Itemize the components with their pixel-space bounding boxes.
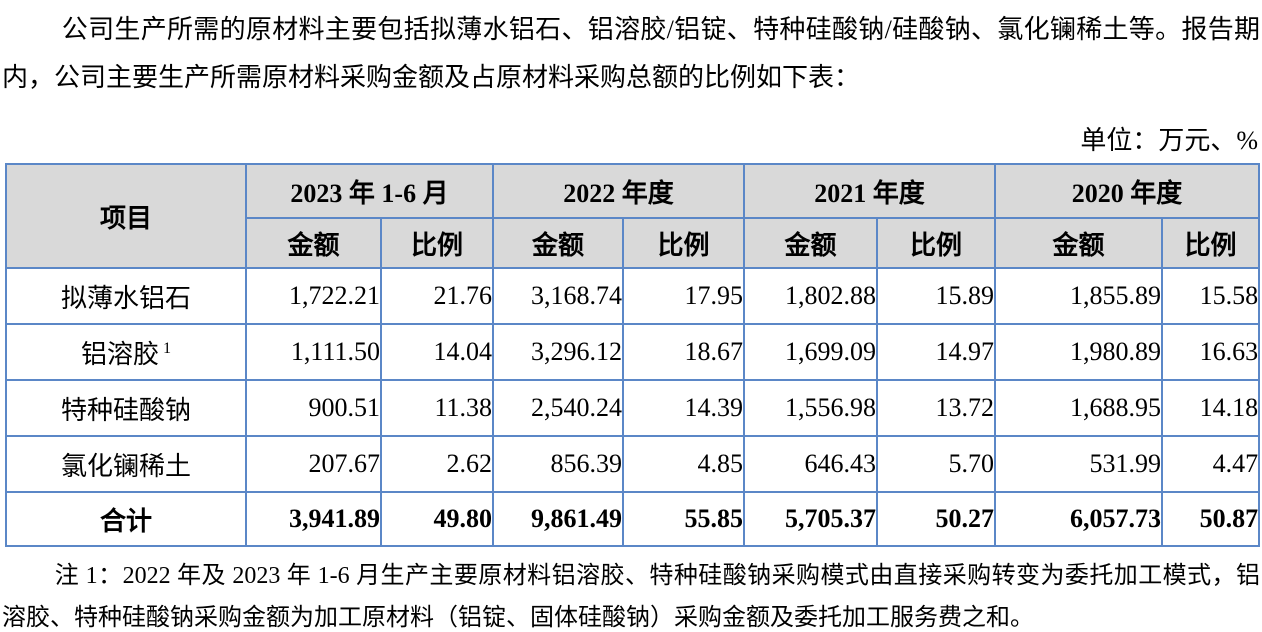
ratio-2020: 4.47 <box>1161 435 1261 493</box>
amount-2020: 1,980.89 <box>994 323 1164 381</box>
amount-2023h1: 207.67 <box>245 435 382 493</box>
amount-2022: 2,540.24 <box>492 379 625 437</box>
total-amount-2021: 5,705.37 <box>743 491 879 547</box>
ratio-2022: 4.85 <box>622 435 746 493</box>
header-period-2023h1: 2023 年 1-6 月 <box>244 163 495 219</box>
total-amount-2022: 9,861.49 <box>492 491 625 547</box>
header-period-2020: 2020 年度 <box>994 163 1261 219</box>
header-item: 项目 <box>5 163 247 269</box>
ratio-2023h1: 2.62 <box>379 435 495 493</box>
table-row-lanthanum-chloride: 氯化镧稀土 207.67 2.62 856.39 4.85 646.43 5.7… <box>5 435 1261 493</box>
unit-label: 单位：万元、% <box>1080 126 1258 155</box>
item-name: 特种硅酸钠 <box>5 379 247 437</box>
ratio-2022: 18.67 <box>622 323 746 381</box>
intro-paragraph: 公司生产所需的原材料主要包括拟薄水铝石、铝溶胶/铝锭、特种硅酸钠/硅酸钠、氯化镧… <box>2 15 1260 92</box>
ratio-2020: 15.58 <box>1161 267 1261 325</box>
total-ratio-2020: 50.87 <box>1161 491 1261 547</box>
header-period-2022: 2022 年度 <box>492 163 746 219</box>
amount-2021: 646.43 <box>743 435 879 493</box>
ratio-2020: 14.18 <box>1161 379 1261 437</box>
table-row-sodium-silicate: 特种硅酸钠 900.51 11.38 2,540.24 14.39 1,556.… <box>5 379 1261 437</box>
item-label: 拟薄水铝石 <box>60 283 191 313</box>
header-amount-2022: 金额 <box>492 217 625 269</box>
header-amount-2023h1: 金额 <box>245 217 382 269</box>
item-label: 铝溶胶 <box>80 339 159 369</box>
item-name: 氯化镧稀土 <box>5 435 247 493</box>
table-row-total: 合计 3,941.89 49.80 9,861.49 55.85 5,705.3… <box>5 491 1261 547</box>
total-amount-2023h1: 3,941.89 <box>245 491 382 547</box>
ratio-2021: 15.89 <box>876 267 997 325</box>
header-ratio-2020: 比例 <box>1161 217 1261 269</box>
header-amount-2021: 金额 <box>743 217 879 269</box>
table-row-pseudoboehmite: 拟薄水铝石 1,722.21 21.76 3,168.74 17.95 1,80… <box>5 267 1261 325</box>
total-ratio-2023h1: 49.80 <box>379 491 495 547</box>
total-label: 合计 <box>5 491 247 547</box>
ratio-2023h1: 21.76 <box>379 267 495 325</box>
header-measure-row: 金额 比例 金额 比例 金额 比例 金额 比例 <box>6 217 1261 269</box>
total-amount-2020: 6,057.73 <box>994 491 1164 547</box>
amount-2022: 856.39 <box>492 435 625 493</box>
amount-2022: 3,168.74 <box>492 267 625 325</box>
item-label: 特种硅酸钠 <box>60 395 191 425</box>
table-row-alumina-sol: 铝溶胶 1 1,111.50 14.04 3,296.12 18.67 1,699… <box>5 323 1261 381</box>
ratio-2023h1: 14.04 <box>379 323 495 381</box>
ratio-2022: 17.95 <box>622 267 746 325</box>
ratio-2021: 14.97 <box>876 323 997 381</box>
amount-2023h1: 1,722.21 <box>245 267 382 325</box>
ratio-2022: 14.39 <box>622 379 746 437</box>
amount-2023h1: 1,111.50 <box>245 323 382 381</box>
header-period-2021: 2021 年度 <box>743 163 997 219</box>
footnote-superscript: 1 <box>162 339 172 357</box>
ratio-2023h1: 11.38 <box>379 379 495 437</box>
footnote: 注 1：2022 年及 2023 年 1-6 月生产主要原材料铝溶胶、特种硅酸钠… <box>2 563 1260 631</box>
amount-2020: 1,688.95 <box>994 379 1164 437</box>
amount-2020: 1,855.89 <box>994 267 1164 325</box>
header-ratio-2023h1: 比例 <box>379 217 495 269</box>
item-name: 铝溶胶 1 <box>5 323 247 381</box>
total-ratio-2022: 55.85 <box>622 491 746 547</box>
amount-2023h1: 900.51 <box>245 379 382 437</box>
header-period-row: 项目 2023 年 1-6 月 2022 年度 2021 年度 2020 年度 <box>5 163 1261 269</box>
total-ratio-2021: 50.27 <box>876 491 997 547</box>
procurement-table: 项目 2023 年 1-6 月 2022 年度 2021 年度 2020 年度 … <box>5 163 1261 547</box>
amount-2022: 3,296.12 <box>492 323 625 381</box>
ratio-2021: 13.72 <box>876 379 997 437</box>
amount-2020: 531.99 <box>994 435 1164 493</box>
amount-2021: 1,699.09 <box>743 323 879 381</box>
item-name: 拟薄水铝石 <box>5 267 247 325</box>
header-amount-2020: 金额 <box>994 217 1164 269</box>
header-ratio-2022: 比例 <box>622 217 746 269</box>
header-ratio-2021: 比例 <box>876 217 997 269</box>
item-label: 氯化镧稀土 <box>60 451 191 481</box>
amount-2021: 1,802.88 <box>743 267 879 325</box>
ratio-2021: 5.70 <box>876 435 997 493</box>
ratio-2020: 16.63 <box>1161 323 1261 381</box>
amount-2021: 1,556.98 <box>743 379 879 437</box>
